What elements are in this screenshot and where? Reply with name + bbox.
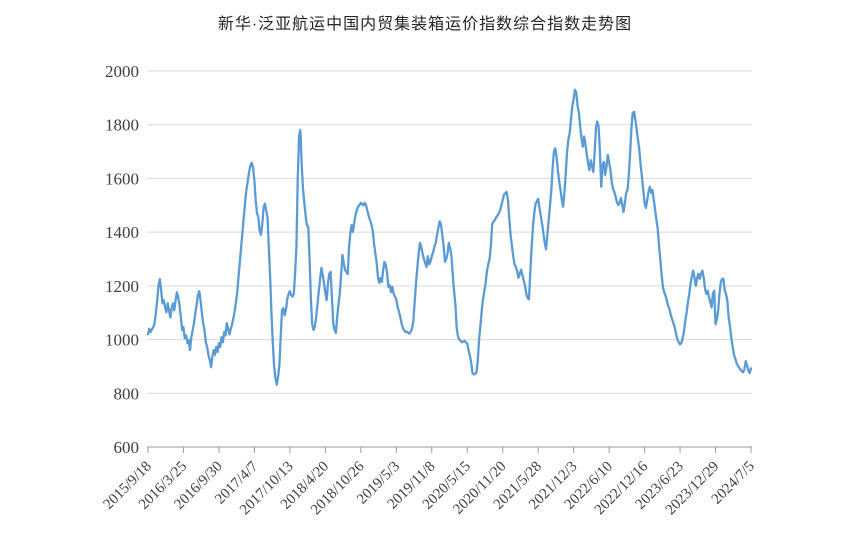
gridlines — [147, 70, 752, 394]
index-series-line — [146, 88, 753, 386]
x-axis — [147, 446, 752, 453]
y-tick-label: 1600 — [105, 169, 139, 188]
y-tick-label: 1200 — [105, 277, 139, 296]
y-tick-label: 1800 — [105, 116, 139, 135]
y-tick-label: 1000 — [105, 331, 139, 350]
data-series — [146, 88, 753, 386]
y-axis-labels: 600 800 1000 1200 1400 1600 1800 2000 — [105, 62, 139, 457]
y-tick-label: 600 — [114, 438, 140, 457]
y-tick-label: 2000 — [105, 62, 139, 81]
y-tick-label: 1400 — [105, 223, 139, 242]
chart-title: 新华·泛亚航运中国内贸集装箱运价指数综合指数走势图 — [217, 16, 633, 33]
x-axis-labels: 2015/9/182016/3/252016/9/302017/4/72017/… — [100, 458, 757, 518]
y-tick-label: 800 — [114, 384, 140, 403]
